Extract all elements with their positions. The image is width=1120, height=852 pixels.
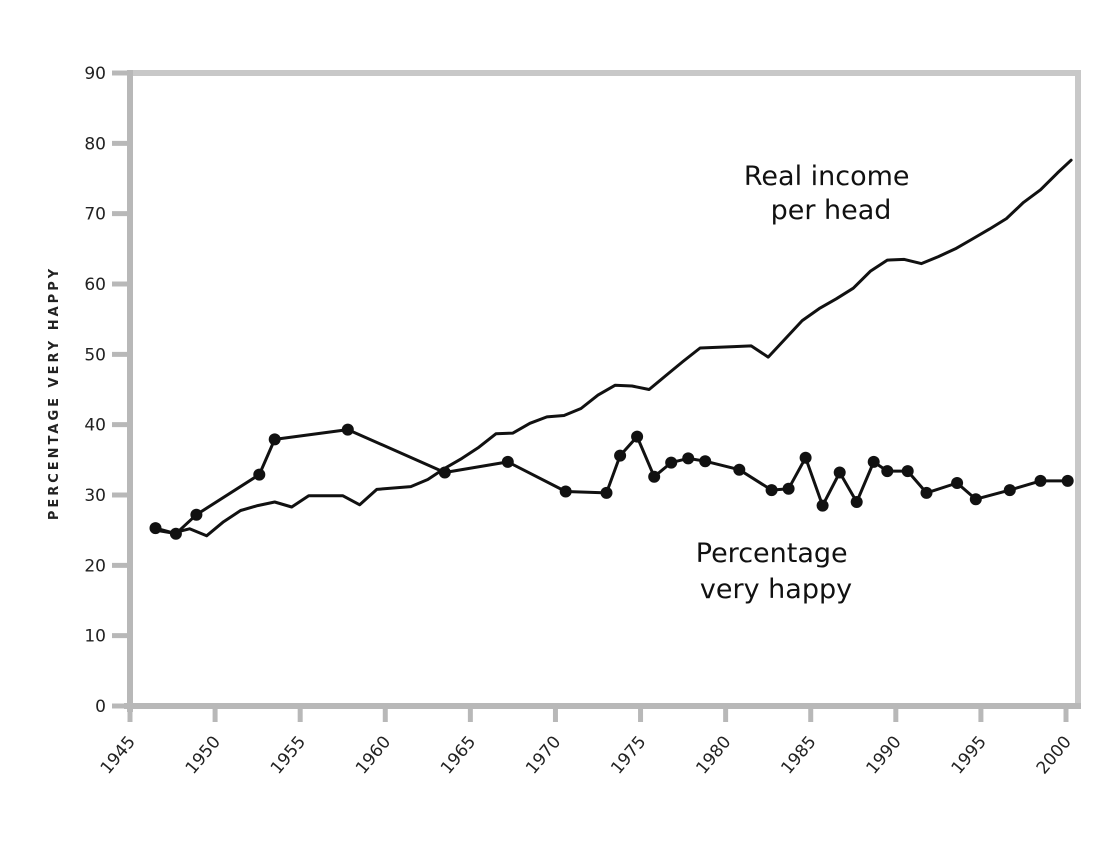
- x-tick-label: 1965: [437, 732, 480, 778]
- y-tick-label: 90: [84, 64, 106, 84]
- x-tick-label: 1955: [267, 732, 310, 778]
- x-tick-label: 1975: [607, 732, 650, 778]
- y-tick-label: 70: [84, 205, 106, 225]
- data-point-happy: [799, 451, 812, 464]
- data-point-happy: [438, 466, 451, 479]
- data-point-happy: [253, 468, 266, 481]
- data-point-happy: [881, 465, 894, 478]
- series-label-happy-line1: Percentage: [696, 538, 848, 569]
- data-point-happy: [901, 465, 914, 478]
- data-point-happy: [501, 455, 514, 468]
- data-point-happy: [190, 508, 203, 521]
- series-line-happy: [154, 428, 1070, 536]
- y-tick-label: 30: [84, 486, 106, 506]
- data-point-happy: [665, 456, 678, 469]
- data-point-happy: [648, 470, 661, 483]
- data-point-happy: [559, 485, 572, 498]
- data-point-happy: [733, 463, 746, 476]
- series-label-happy: Percentage very happy: [696, 538, 856, 605]
- data-point-happy: [765, 484, 778, 497]
- x-tick-label: 1970: [522, 732, 565, 778]
- data-point-happy: [699, 455, 712, 468]
- data-point-happy: [1034, 474, 1047, 487]
- x-tick-label: 1995: [948, 732, 991, 778]
- data-point-happy: [951, 477, 964, 489]
- y-tick-label: 80: [84, 134, 106, 154]
- x-tick-label: 1950: [182, 732, 225, 778]
- data-point-happy: [341, 423, 354, 436]
- data-point-happy: [816, 499, 829, 512]
- x-tick-label: 1960: [352, 732, 395, 778]
- x-tick-label: 1990: [863, 732, 906, 778]
- data-point-happy: [969, 493, 982, 506]
- y-axis-label: PERCENTAGE VERY HAPPY: [47, 266, 62, 520]
- series-label-income: Real income per head: [744, 161, 918, 226]
- y-tick-label: 20: [84, 556, 106, 576]
- data-point-happy: [920, 486, 933, 499]
- y-axis-ticks: 0 10 20 30 40 50 60 70 80 90: [84, 64, 130, 717]
- y-tick-label: 60: [84, 275, 106, 295]
- y-tick-label: 10: [84, 627, 106, 647]
- data-point-happy: [600, 486, 613, 499]
- data-point-happy: [268, 433, 281, 446]
- x-tick-label: 1945: [97, 732, 140, 778]
- data-point-happy: [631, 430, 644, 443]
- data-point-happy: [1061, 474, 1074, 487]
- series-label-income-line2: per head: [771, 195, 892, 226]
- data-point-happy: [149, 522, 162, 535]
- x-axis-ticks: 1945 1950 1955 1960 1965 1970 1975 1980 1985 1990…: [97, 706, 1076, 778]
- series-line-income: [154, 158, 1073, 538]
- y-tick-label: 0: [95, 697, 106, 717]
- x-tick-label: 1980: [692, 732, 735, 778]
- series-layer: [149, 158, 1074, 540]
- data-point-happy: [1003, 484, 1016, 497]
- y-tick-label: 50: [84, 345, 106, 365]
- data-point-happy: [867, 455, 880, 468]
- data-point-happy: [850, 496, 863, 508]
- x-tick-label: 2000: [1033, 732, 1076, 778]
- series-label-income-line1: Real income: [744, 161, 910, 192]
- y-tick-label: 40: [84, 416, 106, 436]
- data-point-happy: [682, 452, 695, 465]
- data-point-happy: [614, 449, 627, 462]
- series-label-happy-line2: very happy: [700, 574, 852, 605]
- plot-frame: [127, 70, 1081, 709]
- data-point-happy: [833, 466, 846, 479]
- data-point-happy: [782, 482, 795, 495]
- data-point-happy: [169, 527, 182, 540]
- x-tick-label: 1985: [777, 732, 820, 778]
